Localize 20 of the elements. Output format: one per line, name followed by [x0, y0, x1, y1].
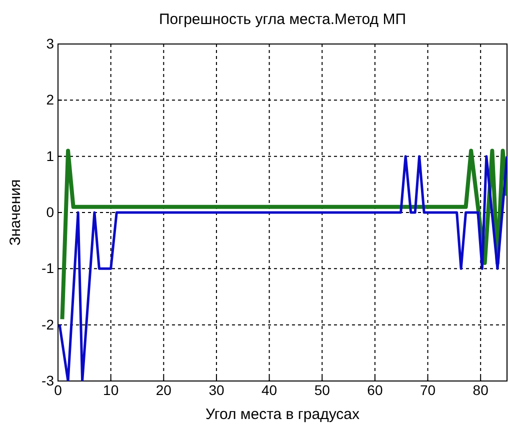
y-tick-label: -1 — [42, 260, 54, 276]
x-tick-label: 10 — [103, 382, 119, 398]
line-series — [58, 155, 507, 381]
y-tick-label: -2 — [42, 316, 54, 332]
x-tick-label: 60 — [367, 382, 383, 398]
chart-title: Погрешность угла места.Метод МП — [159, 11, 406, 28]
line-series — [60, 148, 507, 322]
y-axis-title: Значения — [7, 179, 24, 246]
x-tick-label: 70 — [420, 382, 436, 398]
x-tick-label: 30 — [208, 382, 224, 398]
y-tick-label: -3 — [42, 372, 54, 388]
x-tick-label: 40 — [262, 382, 278, 398]
x-tick-label: 50 — [314, 382, 330, 398]
y-tick-label: 3 — [46, 35, 54, 52]
x-tick-label: 80 — [472, 382, 489, 398]
x-tick-label: 20 — [156, 382, 172, 398]
x-axis-title: Угол места в градусах — [205, 406, 360, 423]
y-tick-label: 1 — [46, 148, 54, 164]
y-tick-label: 2 — [46, 92, 54, 108]
y-tick-label: 0 — [46, 204, 54, 220]
